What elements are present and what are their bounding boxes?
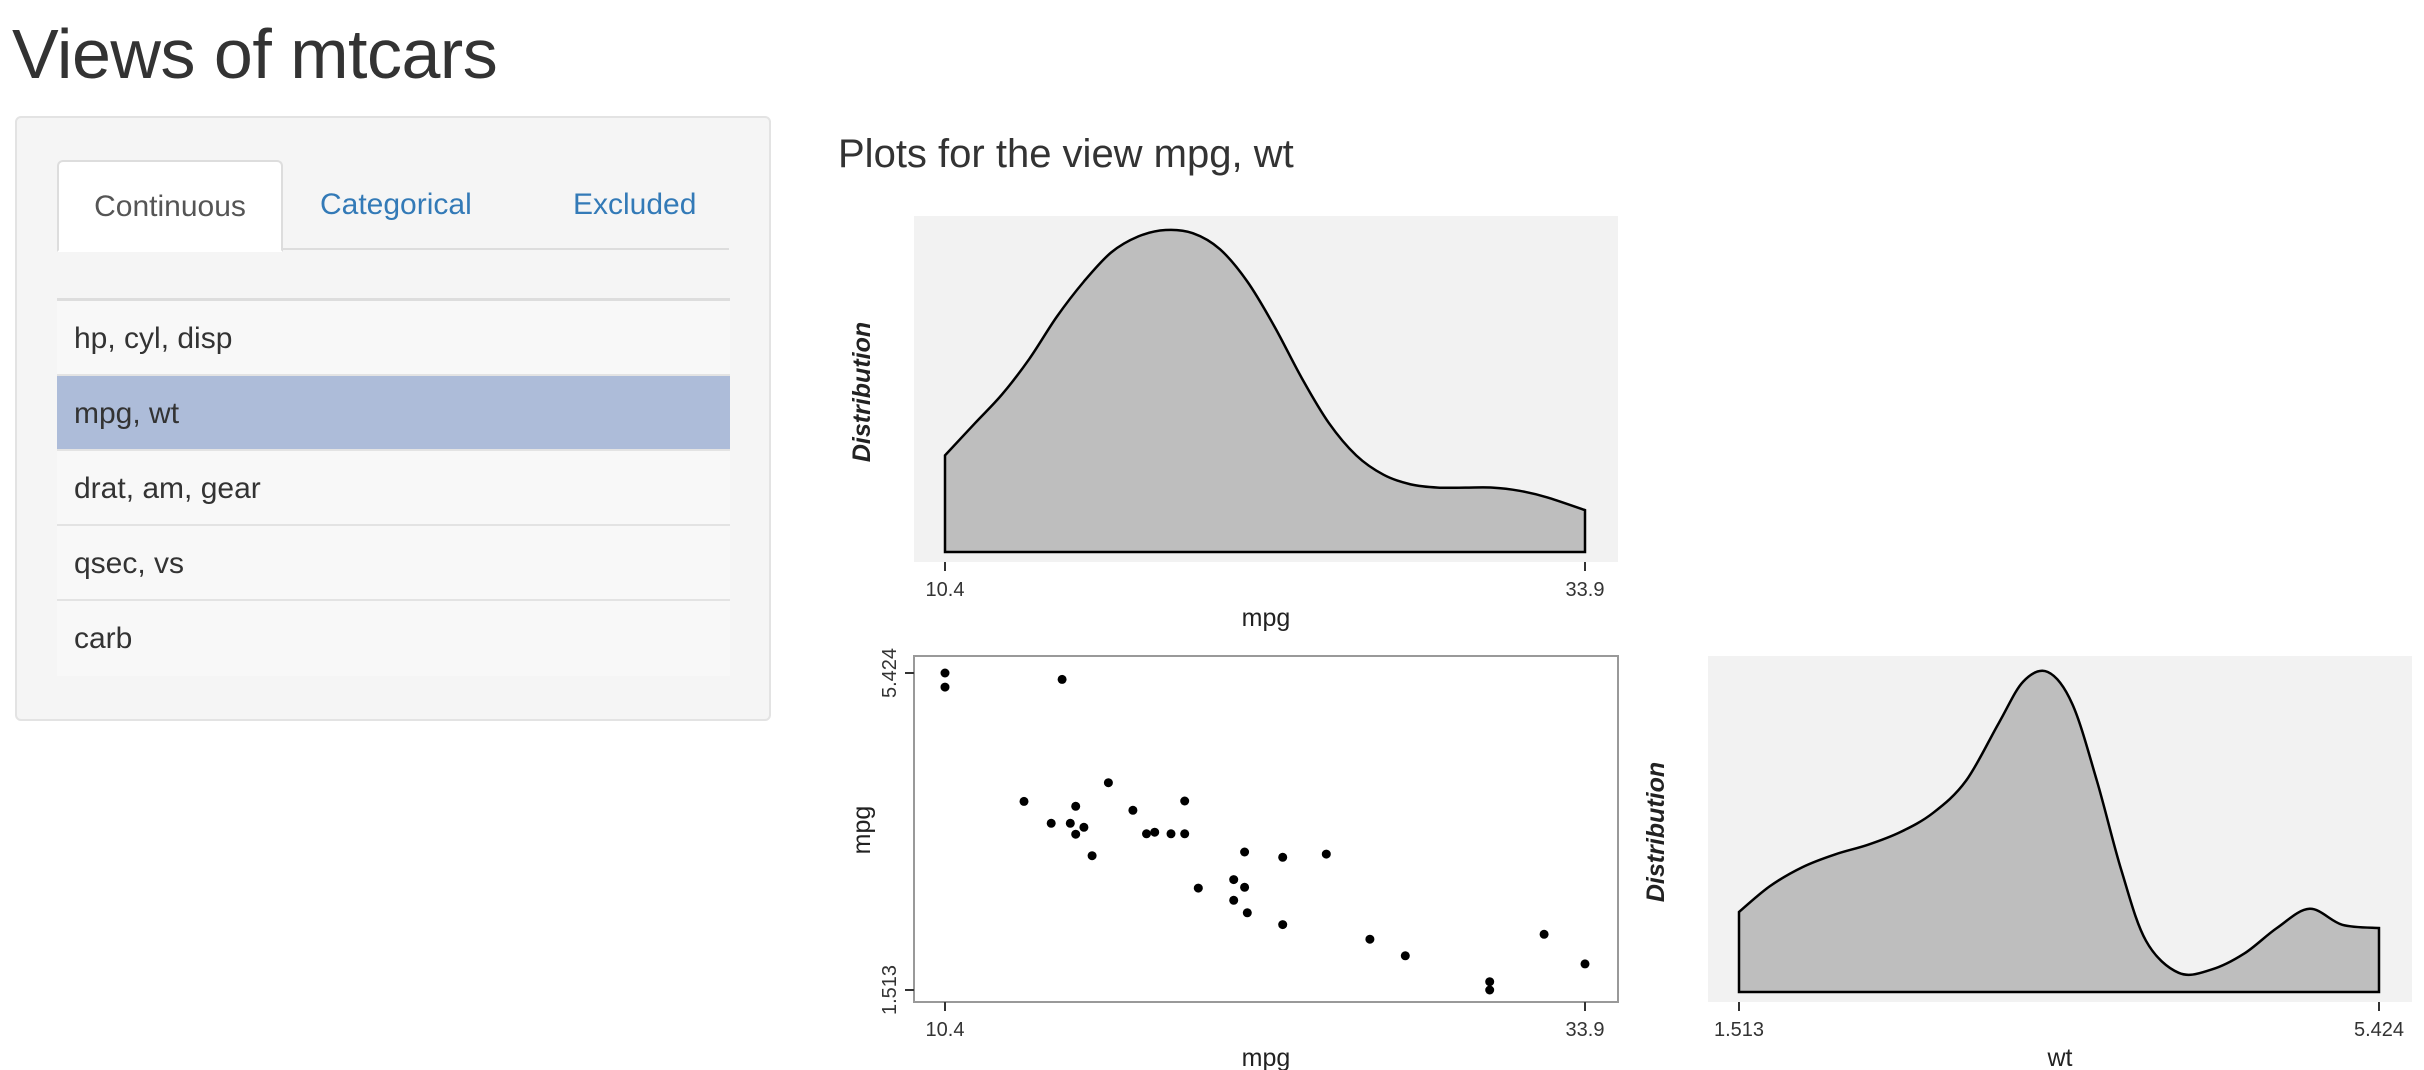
- scatter-point: [1193, 883, 1203, 893]
- y-tick-label: 1.513: [879, 965, 901, 1015]
- scatter-point: [1485, 977, 1495, 987]
- scatter-point: [1079, 822, 1089, 832]
- scatter-point: [1365, 934, 1375, 944]
- y-axis-label: Distribution: [1642, 762, 1670, 902]
- scatter-point: [1580, 959, 1590, 969]
- scatter-point: [1242, 908, 1252, 918]
- scatter-points: [940, 668, 1590, 995]
- scatter-point: [940, 682, 950, 692]
- density-mpg-panel: 10.4 33.9 mpg Distribution: [848, 216, 1618, 632]
- x-tick-label: 5.424: [2354, 1019, 2404, 1041]
- scatter-point: [1087, 851, 1097, 861]
- scatter-panel: 10.4 33.9 5.424 1.513 mpg mpg: [848, 648, 1619, 1070]
- scatter-point: [940, 668, 950, 678]
- tab-continuous[interactable]: Continuous: [57, 160, 283, 252]
- view-item-hp-cyl-disp[interactable]: hp, cyl, disp: [57, 301, 730, 376]
- view-item-drat-am-gear[interactable]: drat, am, gear: [57, 451, 730, 526]
- y-tick-label: 5.424: [879, 648, 901, 698]
- scatter-background: [913, 655, 1619, 1003]
- scatter-point: [1240, 882, 1250, 892]
- tab-categorical[interactable]: Categorical: [320, 188, 472, 221]
- y-axis-label: mpg: [848, 806, 876, 855]
- sidebar-panel: Continuous Categorical Excluded hp, cyl,…: [15, 116, 771, 721]
- scatter-point: [1150, 827, 1160, 837]
- scatter-point: [1103, 778, 1113, 788]
- plots-heading: Plots for the view mpg, wt: [838, 132, 1294, 176]
- y-axis-label: Distribution: [848, 322, 876, 462]
- x-axis-label: wt: [2047, 1044, 2073, 1070]
- x-tick-label: 10.4: [926, 1019, 965, 1041]
- scatter-point: [1071, 801, 1081, 811]
- x-axis-label: mpg: [1242, 1044, 1291, 1070]
- scatter-point: [1142, 829, 1151, 839]
- scatter-point: [1400, 951, 1410, 961]
- scatter-point: [1278, 920, 1288, 930]
- tab-bar: Continuous Categorical Excluded: [57, 160, 729, 252]
- scatter-point: [1128, 805, 1138, 815]
- scatter-point: [1180, 796, 1190, 806]
- tab-excluded[interactable]: Excluded: [573, 188, 697, 221]
- page-title: Views of mtcars: [12, 15, 498, 93]
- scatter-point: [1278, 852, 1288, 862]
- view-list: hp, cyl, disp mpg, wt drat, am, gear qse…: [57, 298, 730, 676]
- x-tick-label: 33.9: [1566, 1019, 1605, 1041]
- scatter-point: [1071, 829, 1081, 839]
- view-item-qsec-vs[interactable]: qsec, vs: [57, 526, 730, 601]
- density-wt-panel: 1.513 5.424 wt Distribution: [1642, 656, 2412, 1070]
- scatter-point: [1046, 818, 1056, 828]
- x-tick-label: 1.513: [1714, 1019, 1764, 1041]
- scatter-point: [1229, 875, 1239, 885]
- x-tick-label: 10.4: [926, 579, 965, 601]
- view-item-carb[interactable]: carb: [57, 601, 730, 676]
- scatter-point: [1321, 849, 1331, 859]
- scatter-point: [1180, 829, 1190, 839]
- x-tick-label: 33.9: [1566, 579, 1605, 601]
- view-item-mpg-wt[interactable]: mpg, wt: [57, 376, 730, 451]
- scatter-point: [1539, 929, 1549, 939]
- scatter-point: [1019, 796, 1029, 806]
- scatter-point: [1065, 818, 1075, 828]
- plots-area: 10.4 33.9 mpg Distribution 10.4 33.9 5.4…: [848, 216, 2412, 1070]
- scatter-point: [1229, 895, 1239, 905]
- density-wt-area: [1737, 669, 2381, 994]
- scatter-point: [1485, 985, 1495, 995]
- scatter-point: [1057, 674, 1067, 684]
- density-mpg-area: [943, 228, 1587, 554]
- scatter-point: [1166, 829, 1176, 839]
- scatter-point: [1240, 847, 1250, 857]
- x-axis-label: mpg: [1242, 604, 1291, 632]
